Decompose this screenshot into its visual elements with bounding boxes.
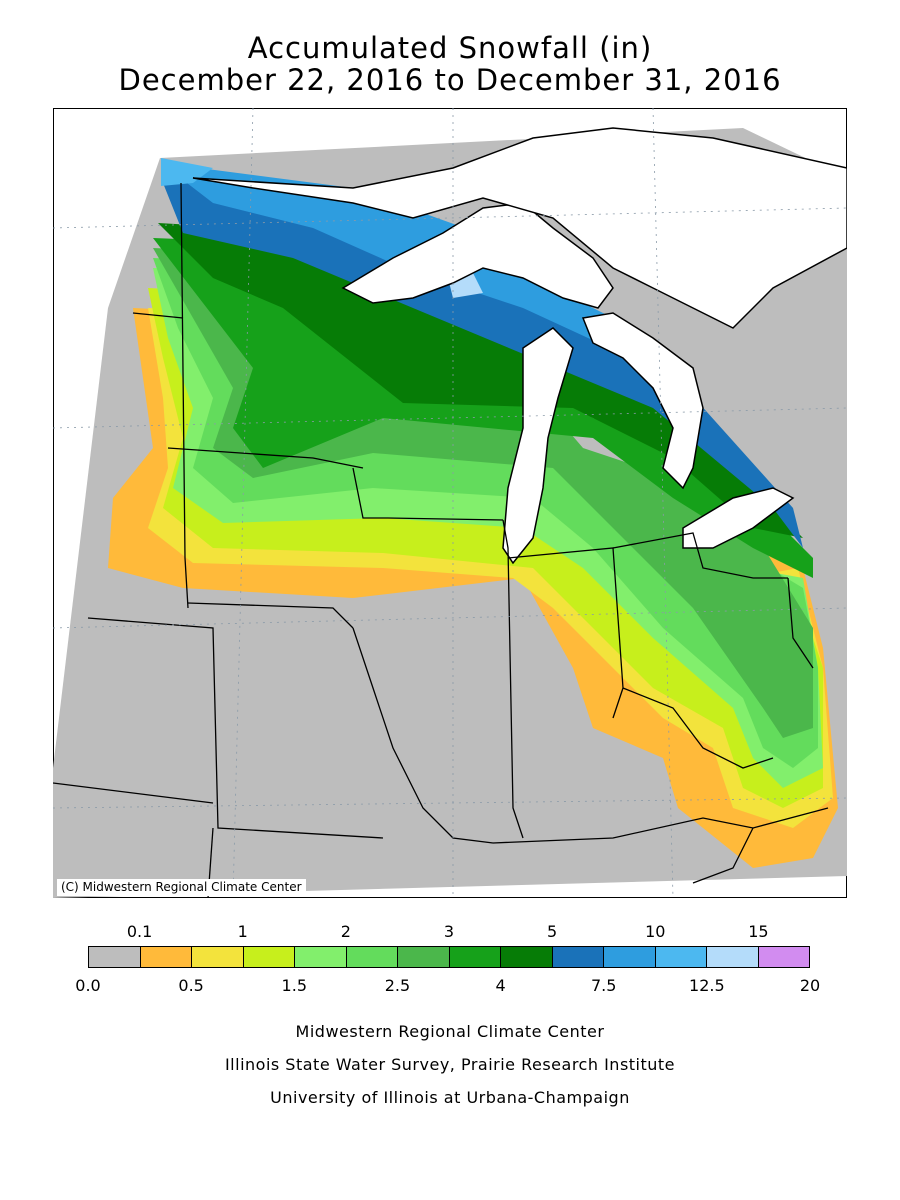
- legend-bottom-label: 0.0: [75, 976, 101, 995]
- band-10: [161, 163, 703, 408]
- footer-org: Midwestern Regional Climate Center: [295, 1022, 605, 1041]
- band-5: [158, 223, 803, 538]
- snowfall-map: [53, 108, 847, 898]
- legend-top-label: 5: [547, 922, 558, 941]
- map-credit: (C) Midwestern Regional Climate Center: [57, 879, 306, 896]
- legend-swatch: [501, 947, 553, 967]
- legend-swatch: [604, 947, 656, 967]
- footer-university: University of Illinois at Urbana-Champai…: [270, 1088, 630, 1107]
- lake-michigan: [502, 327, 574, 565]
- legend-bottom-label: 20: [799, 976, 821, 995]
- legend-swatch: [758, 947, 809, 967]
- legend-top-label: 0.1: [126, 922, 153, 941]
- legend-swatch: [449, 947, 501, 967]
- legend-bottom-label: 2.5: [384, 976, 411, 995]
- legend-bottom-label: 7.5: [590, 976, 617, 995]
- legend-bottom-label: 12.5: [689, 976, 725, 995]
- legend-swatch: [552, 947, 604, 967]
- legend-bottom-label: 0.5: [178, 976, 204, 995]
- legend-swatch: [398, 947, 450, 967]
- legend-bottom-label: 4: [495, 976, 506, 995]
- footer-survey: Illinois State Water Survey, Prairie Res…: [224, 1055, 676, 1074]
- map-subtitle-date-range: December 22, 2016 to December 31, 2016: [118, 63, 782, 97]
- legend-swatch: [192, 947, 244, 967]
- canada-land: [192, 127, 847, 329]
- legend-swatch: [140, 947, 192, 967]
- band-12.5: [161, 158, 213, 186]
- map-title: Accumulated Snowfall (in): [247, 31, 653, 65]
- legend-swatch: [295, 947, 347, 967]
- legend-top-label: 10: [645, 922, 666, 941]
- graticule: [53, 108, 847, 898]
- legend-top-label: 2: [340, 922, 351, 941]
- lake-erie: [682, 487, 795, 549]
- legend-swatch: [707, 947, 759, 967]
- legend-top-label: 3: [443, 922, 455, 941]
- lake-superior: [341, 202, 614, 309]
- lake-huron: [581, 312, 704, 490]
- color-legend: [88, 946, 810, 968]
- legend-bottom-label: 1.5: [281, 976, 308, 995]
- legend-top-label: 1: [237, 922, 248, 941]
- legend-swatch: [346, 947, 398, 967]
- legend-swatch: [655, 947, 707, 967]
- legend-swatch: [243, 947, 295, 967]
- state-borders: [53, 182, 829, 898]
- legend-top-label: 15: [748, 922, 769, 941]
- legend-swatch: [89, 947, 141, 967]
